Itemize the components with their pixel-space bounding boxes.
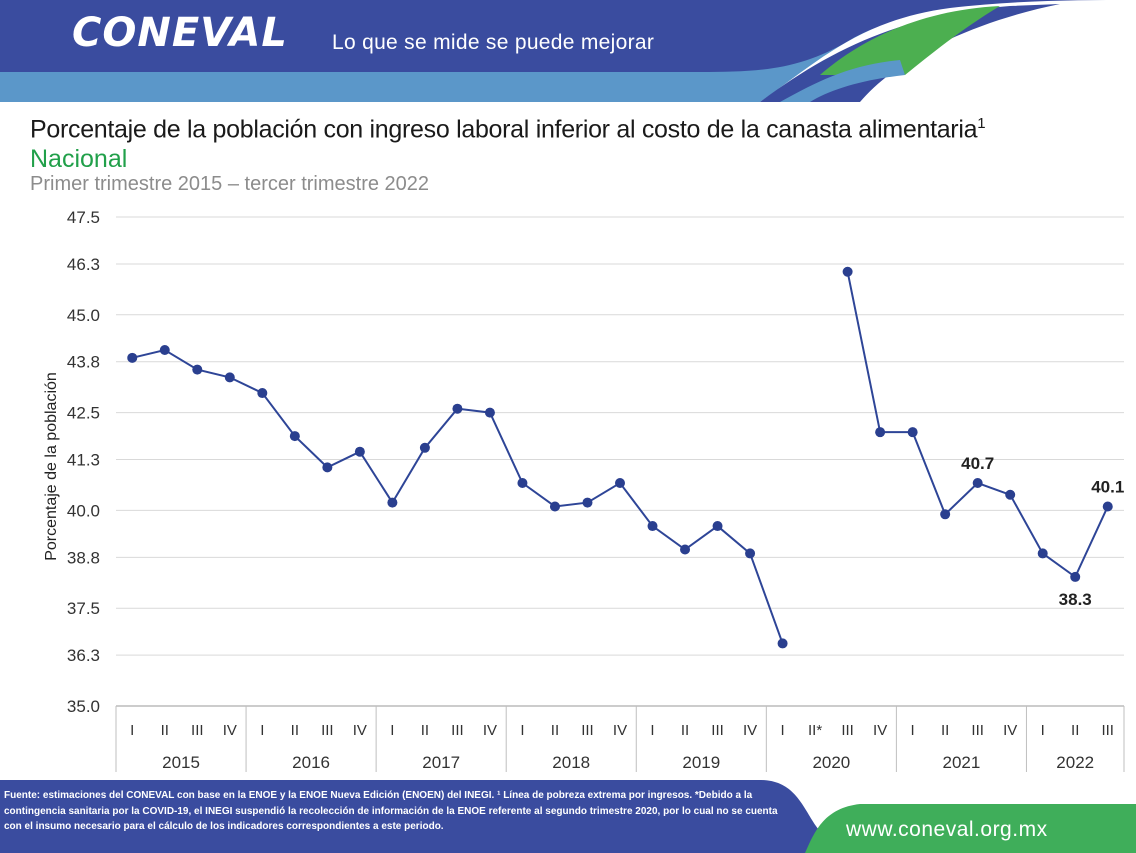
data-label: 40.1 xyxy=(1091,477,1124,496)
series-line xyxy=(846,271,1109,579)
x-tick-label: II xyxy=(681,722,689,739)
x-tick-label: II xyxy=(161,722,169,739)
data-point xyxy=(322,462,333,473)
data-point xyxy=(940,509,951,520)
data-point xyxy=(192,364,203,375)
series-line xyxy=(132,348,784,644)
data-point xyxy=(842,266,853,277)
data-point xyxy=(875,427,886,438)
y-tick-label: 37.5 xyxy=(67,599,100,618)
y-tick-label: 40.0 xyxy=(67,501,100,520)
y-tick-label: 35.0 xyxy=(67,697,100,716)
x-tick-label: IV xyxy=(223,722,237,739)
x-tick-label: I xyxy=(520,722,524,739)
data-point xyxy=(419,442,430,453)
x-tick-label: III xyxy=(581,722,594,739)
y-tick-label: 38.8 xyxy=(67,548,100,567)
year-label: 2021 xyxy=(943,753,981,772)
footer-banner xyxy=(0,780,1136,853)
tagline: Lo que se mide se puede mejorar xyxy=(332,31,655,54)
x-tick-label: IV xyxy=(873,722,887,739)
x-tick-label: IV xyxy=(353,722,367,739)
data-point xyxy=(647,521,658,532)
data-point xyxy=(712,521,723,532)
data-point xyxy=(972,478,983,489)
x-tick-label: III xyxy=(451,722,464,739)
x-tick-label: II xyxy=(421,722,429,739)
x-tick-label: III xyxy=(971,722,984,739)
y-tick-label: 43.8 xyxy=(67,353,100,372)
x-tick-label: II xyxy=(1071,722,1079,739)
data-label: 38.3 xyxy=(1059,590,1092,609)
x-tick-label: I xyxy=(390,722,394,739)
x-tick-label: IV xyxy=(483,722,497,739)
year-label: 2017 xyxy=(422,753,460,772)
x-tick-label: I xyxy=(1041,722,1045,739)
x-tick-label: II xyxy=(941,722,949,739)
x-tick-label: I xyxy=(260,722,264,739)
x-tick-label: III xyxy=(1101,722,1114,739)
coneval-logo: CONEVAL xyxy=(72,10,288,56)
x-tick-label: II* xyxy=(808,722,822,739)
chart-title-text: Porcentaje de la población con ingreso l… xyxy=(30,115,978,144)
x-tick-label: I xyxy=(780,722,784,739)
chart-period: Primer trimestre 2015 – tercer trimestre… xyxy=(30,173,430,195)
chart-subtitle: Nacional xyxy=(30,145,128,173)
x-tick-label: II xyxy=(291,722,299,739)
data-point xyxy=(615,478,625,489)
x-tick-label: III xyxy=(711,722,724,739)
footnote: Fuente: estimaciones del CONEVAL con bas… xyxy=(4,790,778,832)
data-point xyxy=(582,497,593,508)
y-tick-label: 42.5 xyxy=(67,404,100,423)
x-tick-label: III xyxy=(321,722,334,739)
data-point xyxy=(1005,489,1016,500)
y-tick-label: 36.3 xyxy=(67,646,100,665)
data-point xyxy=(387,497,398,508)
y-tick-label: 45.0 xyxy=(67,306,100,325)
data-point xyxy=(127,352,138,363)
x-tick-label: IV xyxy=(1003,722,1017,739)
website-link[interactable]: www.coneval.org.mx xyxy=(846,818,1048,841)
x-tick-label: III xyxy=(191,722,204,739)
data-point xyxy=(452,403,463,414)
y-tick-label: 47.5 xyxy=(67,208,100,227)
year-label: 2020 xyxy=(812,753,850,772)
x-tick-label: I xyxy=(650,722,654,739)
x-tick-label: III xyxy=(841,722,854,739)
data-label: 40.7 xyxy=(961,454,994,473)
header-banner xyxy=(0,0,1136,102)
x-tick-label: IV xyxy=(743,722,757,739)
year-label: 2022 xyxy=(1056,753,1094,772)
year-label: 2015 xyxy=(162,753,200,772)
y-tick-label: 41.3 xyxy=(67,451,100,470)
data-point xyxy=(224,372,235,383)
x-tick-label: I xyxy=(911,722,915,739)
year-label: 2019 xyxy=(682,753,720,772)
year-label: 2016 xyxy=(292,753,330,772)
data-point xyxy=(354,446,365,457)
data-point xyxy=(159,345,170,356)
data-point xyxy=(549,501,560,512)
data-point xyxy=(745,548,756,559)
x-tick-label: IV xyxy=(613,722,627,739)
y-axis-label: Porcentaje de la población xyxy=(43,372,60,561)
data-point xyxy=(289,431,300,442)
y-tick-label: 46.3 xyxy=(67,255,100,274)
data-point xyxy=(257,388,268,399)
chart-title: Porcentaje de la población con ingreso l… xyxy=(30,115,986,144)
year-label: 2018 xyxy=(552,753,590,772)
data-point xyxy=(680,544,691,555)
data-point xyxy=(517,478,528,489)
data-point xyxy=(1102,501,1113,512)
data-point xyxy=(907,427,918,438)
data-point xyxy=(777,638,788,649)
x-tick-label: I xyxy=(130,722,134,739)
x-tick-label: II xyxy=(551,722,559,739)
data-point xyxy=(484,407,495,418)
data-point xyxy=(1037,548,1048,559)
title-footnote-mark: 1 xyxy=(977,115,986,132)
data-point xyxy=(1070,571,1081,582)
